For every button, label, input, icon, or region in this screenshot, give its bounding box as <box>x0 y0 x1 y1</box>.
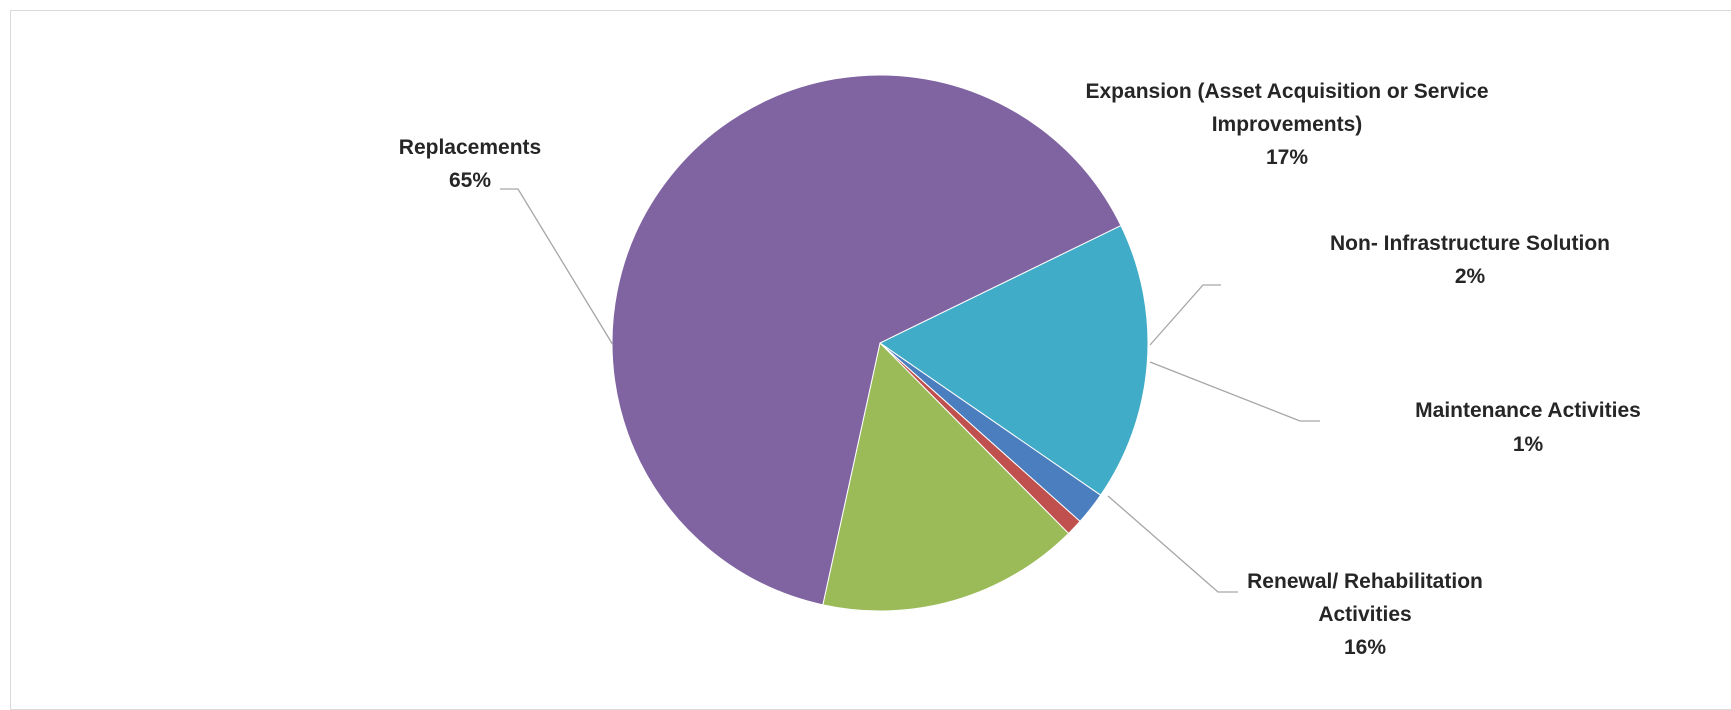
label-renewal-line2: Activities <box>1318 603 1411 626</box>
leader-line-renewal <box>1107 495 1238 593</box>
pie-slice-expansion-asset-acquisition-or-service-improvements <box>879 224 1149 496</box>
label-replacements-percent: 65% <box>449 169 491 192</box>
label-expansion-line2: Improvements) <box>1212 113 1363 136</box>
pie-slice-renewal-rehabilitation-activities <box>822 341 1070 612</box>
label-expansion-percent: 17% <box>1266 146 1308 169</box>
label-renewal-percent: 16% <box>1344 636 1386 659</box>
label-maintenance-percent: 1% <box>1513 433 1544 456</box>
pie-slice-replacements <box>611 74 1122 606</box>
leader-line-maintenance <box>1149 361 1320 422</box>
pie-slices <box>611 74 1149 612</box>
leader-line-replacements <box>500 188 614 346</box>
label-expansion-line1: Expansion (Asset Acquisition or Service <box>1086 80 1489 103</box>
data-label-renewal: Renewal/ Rehabilitation Activities 16% <box>1247 570 1483 659</box>
label-replacements-line1: Replacements <box>399 136 541 159</box>
label-non-infrastructure-percent: 2% <box>1455 265 1486 288</box>
data-label-non-infrastructure: Non- Infrastructure Solution 2% <box>1330 232 1610 288</box>
label-non-infrastructure-line1: Non- Infrastructure Solution <box>1330 232 1610 255</box>
data-label-maintenance: Maintenance Activities 1% <box>1415 399 1641 456</box>
label-maintenance-line1: Maintenance Activities <box>1415 399 1641 422</box>
data-label-replacements: Replacements 65% <box>399 136 541 192</box>
leader-lines <box>500 188 1320 593</box>
leader-line-non-infrastructure <box>1149 284 1221 346</box>
pie-chart: Expansion (Asset Acquisition or Service … <box>399 74 1641 659</box>
data-label-expansion: Expansion (Asset Acquisition or Service … <box>1086 80 1489 169</box>
label-renewal-line1: Renewal/ Rehabilitation <box>1247 570 1483 593</box>
